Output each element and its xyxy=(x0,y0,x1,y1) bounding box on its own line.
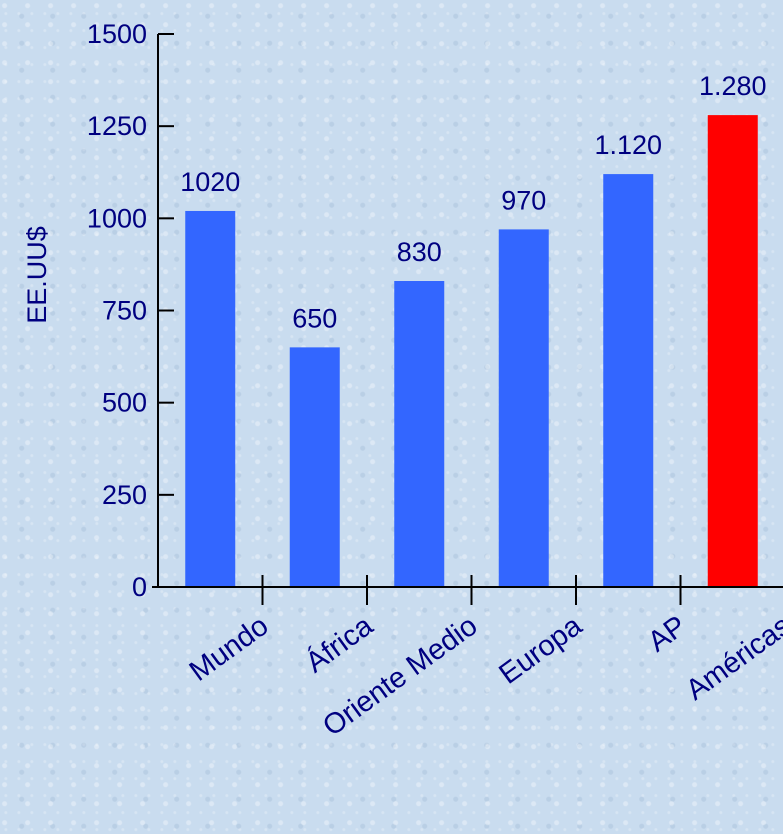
bar xyxy=(603,174,654,588)
y-axis: 0 250 500 750 1000 1250 1500 xyxy=(87,19,174,602)
bar xyxy=(498,229,549,588)
data-label: 650 xyxy=(292,303,337,333)
y-axis-label: EE.UU$ xyxy=(22,226,52,324)
y-tick-label: 1000 xyxy=(87,203,147,233)
data-label: 830 xyxy=(397,237,442,267)
data-label: 1020 xyxy=(180,167,240,197)
y-tick-label: 500 xyxy=(102,388,147,418)
data-label: 1.120 xyxy=(594,130,662,160)
data-label: 1.280 xyxy=(699,71,767,101)
x-tick-label: Europa xyxy=(493,609,588,690)
bar xyxy=(394,281,445,587)
x-tick-label: Américas xyxy=(680,610,783,707)
x-tick-label: Mundo xyxy=(184,610,275,688)
bars: 1020 650 830 970 1.120 1.280 xyxy=(180,71,767,588)
y-tick-label: 1500 xyxy=(87,19,147,49)
y-tick-label: 1250 xyxy=(87,111,147,141)
y-tick-label: 0 xyxy=(132,572,147,602)
data-label: 970 xyxy=(501,185,546,215)
bar xyxy=(707,115,758,588)
bar xyxy=(289,347,340,587)
bar xyxy=(185,210,236,587)
y-tick-label: 750 xyxy=(102,296,147,326)
y-tick-label: 250 xyxy=(102,480,147,510)
x-tick-label: AP xyxy=(642,610,692,659)
x-tick-label: África xyxy=(299,608,379,679)
